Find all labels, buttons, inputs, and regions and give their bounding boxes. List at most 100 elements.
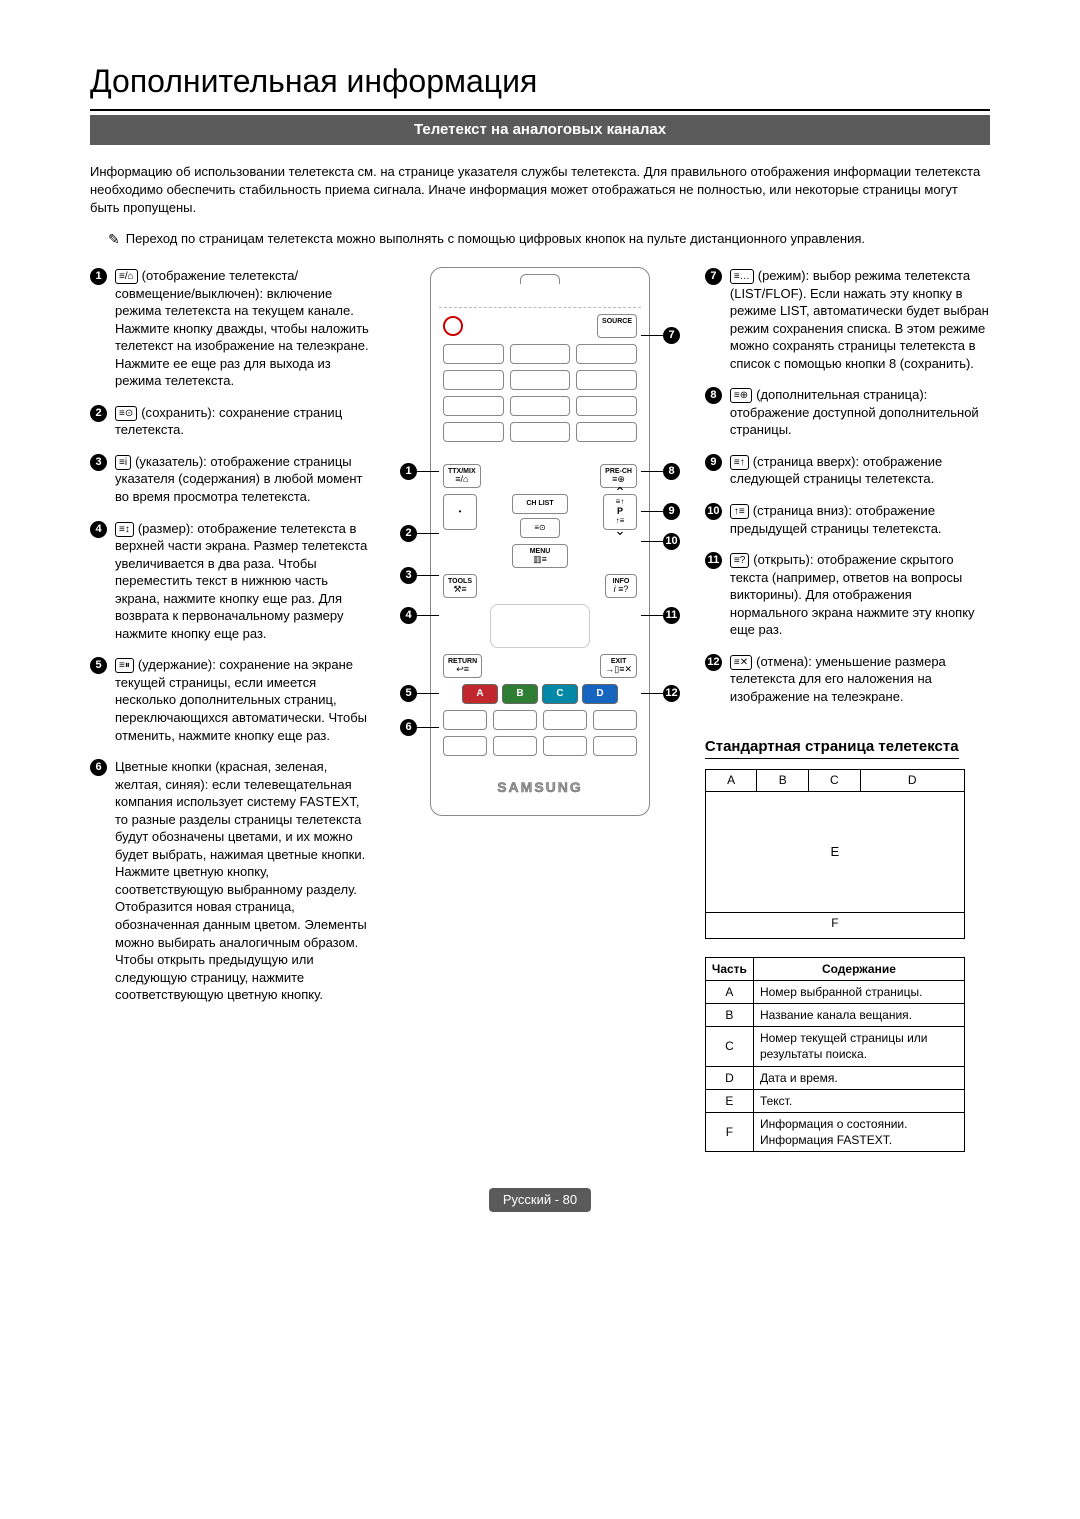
th-content: Содержание <box>753 957 964 980</box>
cell-part: A <box>705 980 753 1003</box>
item-body: ≡…(режим): выбор режима телетекста (LIST… <box>730 267 990 372</box>
title-rule <box>90 109 990 111</box>
table-row: DДата и время. <box>705 1066 964 1089</box>
teletext-icon: ≡… <box>730 269 754 284</box>
numbered-item: 12 ≡✕(отмена): уменьшение размера телетек… <box>705 653 990 706</box>
teletext-icon: ↑≡ <box>730 504 749 519</box>
ttx-cell-a: A <box>706 770 758 791</box>
item-number: 8 <box>705 387 722 404</box>
brand-label: SAMSUNG <box>439 778 641 797</box>
numbered-item: 10 ↑≡(страница вниз): отображение предыду… <box>705 502 990 537</box>
numbered-item: 4≡↕(размер): отображение телетекста в ве… <box>90 520 375 643</box>
item-number: 6 <box>90 759 107 776</box>
green-button[interactable]: B <box>502 684 538 704</box>
teletext-icon: ≡✕ <box>730 655 752 670</box>
cell-part: F <box>705 1113 753 1152</box>
yellow-button[interactable]: C <box>542 684 578 704</box>
cell-content: Номер текущей страницы или результаты по… <box>753 1027 964 1066</box>
ttx-cell-b: B <box>757 770 809 791</box>
item-number: 10 <box>705 503 722 520</box>
item-number: 5 <box>90 657 107 674</box>
item-body: ≡?(открыть): отображение скрытого текста… <box>730 551 990 639</box>
footer: Русский - 80 <box>90 1188 990 1212</box>
teletext-icon: ≡/⌂ <box>115 269 138 284</box>
table-row: BНазвание канала вещания. <box>705 1004 964 1027</box>
numbered-item: 5 ≡⏸(удержание): сохранение на экране тек… <box>90 656 375 744</box>
item-body: ≡⏸(удержание): сохранение на экране теку… <box>115 656 375 744</box>
cell-content: Текст. <box>753 1089 964 1112</box>
menu-button[interactable]: MENU ▥≡ <box>512 544 568 568</box>
teletext-icon: ≡⊕ <box>730 388 752 403</box>
ttx-cell-c: C <box>809 770 861 791</box>
teletext-icon: ≡i <box>115 455 131 470</box>
red-button[interactable]: A <box>462 684 498 704</box>
item-body: ≡/⌂(отображение телетекста/совмещение/вы… <box>115 267 375 390</box>
cell-part: D <box>705 1066 753 1089</box>
note-text: Переход по страницам телетекста можно вы… <box>126 230 865 248</box>
remote-control: SOURCE �퟾▭ TTX/MIX ≡/⌂ <box>430 267 650 816</box>
volume-rocker[interactable]: • <box>443 494 477 530</box>
teletext-icon: ≡⏸ <box>115 658 134 673</box>
ttx-cell-f: F <box>706 912 964 934</box>
numbered-item: 11 ≡?(открыть): отображение скрытого текс… <box>705 551 990 639</box>
page-title: Дополнительная информация <box>90 60 990 103</box>
item-number: 2 <box>90 405 107 422</box>
cell-content: Номер выбранной страницы. <box>753 980 964 1003</box>
right-column: 7 ≡…(режим): выбор режима телетекста (LIS… <box>705 267 990 1152</box>
return-button[interactable]: RETURN ↩≡ <box>443 654 482 678</box>
numbered-item: 9 ≡↑(страница вверх): отображение следующ… <box>705 453 990 488</box>
exit-button[interactable]: EXIT →▯≡✕ <box>600 654 637 678</box>
teletext-icon: ≡? <box>730 553 749 568</box>
item-body: ≡i(указатель): отображение страницы указ… <box>115 453 375 506</box>
footer-lang: Русский <box>503 1192 551 1207</box>
numbered-item: 8≡⊕(дополнительная страница): отображени… <box>705 386 990 439</box>
ttx-page-heading: Стандартная страница телетекста <box>705 737 959 758</box>
cell-part: B <box>705 1004 753 1027</box>
item-number: 11 <box>705 552 722 569</box>
item-number: 9 <box>705 454 722 471</box>
intro-text: Информацию об использовании телетекста с… <box>90 163 990 216</box>
item-body: ≡↑(страница вверх): отображение следующе… <box>730 453 990 488</box>
teletext-icon: ≡⊙ <box>115 406 137 421</box>
color-buttons[interactable]: A B C D <box>443 684 637 704</box>
channel-rocker[interactable]: ⌃ ≡↑ P ↑≡ ⌄ <box>603 494 637 530</box>
item-body: ≡⊙(сохранить): сохранение страниц телете… <box>115 404 375 439</box>
cell-content: Название канала вещания. <box>753 1004 964 1027</box>
table-row: FИнформация о состоянии. Информация FAST… <box>705 1113 964 1152</box>
section-bar: Телетекст на аналоговых каналах <box>90 115 990 145</box>
ttx-cell-e: E <box>706 792 964 912</box>
tools-button[interactable]: TOOLS ⚒≡ <box>443 574 477 598</box>
item-number: 12 <box>705 654 722 671</box>
left-column: 1 ≡/⌂(отображение телетекста/совмещение/в… <box>90 267 375 1018</box>
item-body: ≡✕(отмена): уменьшение размера телетекст… <box>730 653 990 706</box>
item-body: ≡↕(размер): отображение телетекста в вер… <box>115 520 375 643</box>
item-body: Цветные кнопки (красная, зеленая, желтая… <box>115 758 375 1004</box>
numbered-item: 6 Цветные кнопки (красная, зеленая, желта… <box>90 758 375 1004</box>
ttx-cell-d: D <box>861 770 964 791</box>
cell-content: Дата и время. <box>753 1066 964 1089</box>
numbered-item: 7 ≡…(режим): выбор режима телетекста (LIS… <box>705 267 990 372</box>
item-body: ↑≡(страница вниз): отображение предыдуще… <box>730 502 990 537</box>
content-table: Часть Содержание AНомер выбранной страни… <box>705 957 965 1153</box>
ttx-button[interactable]: TTX/MIX ≡/⌂ <box>443 464 481 488</box>
middle-column: SOURCE �퟾▭ TTX/MIX ≡/⌂ <box>393 267 687 816</box>
cell-part: C <box>705 1027 753 1066</box>
blue-button[interactable]: D <box>582 684 618 704</box>
power-button[interactable] <box>443 316 463 336</box>
item-number: 1 <box>90 268 107 285</box>
store-button[interactable]: ≡⊙ <box>520 518 560 538</box>
table-row: EТекст. <box>705 1089 964 1112</box>
table-row: AНомер выбранной страницы. <box>705 980 964 1003</box>
info-button[interactable]: INFO i ≡? <box>605 574 637 598</box>
th-part: Часть <box>705 957 753 980</box>
numbered-item: 3≡i(указатель): отображение страницы ука… <box>90 453 375 506</box>
cell-part: E <box>705 1089 753 1112</box>
item-number: 7 <box>705 268 722 285</box>
numbered-item: 1 ≡/⌂(отображение телетекста/совмещение/в… <box>90 267 375 390</box>
numbered-item: 2 ≡⊙(сохранить): сохранение страниц телет… <box>90 404 375 439</box>
teletext-icon: ≡↕ <box>115 522 134 537</box>
table-row: CНомер текущей страницы или результаты п… <box>705 1027 964 1066</box>
chlist-button[interactable]: CH LIST <box>512 494 568 514</box>
source-button[interactable]: SOURCE �퟾▭ <box>597 314 637 338</box>
note-row: ✎ Переход по страницам телетекста можно … <box>90 230 990 249</box>
